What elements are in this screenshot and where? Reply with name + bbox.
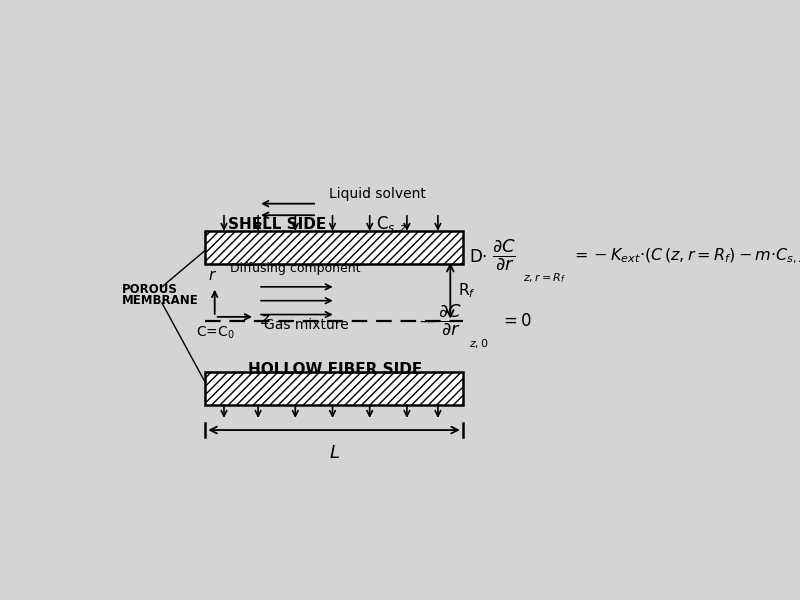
Text: $\dfrac{\partial C}{\partial r}$: $\dfrac{\partial C}{\partial r}$ [493, 237, 516, 272]
Text: D$\cdot$: D$\cdot$ [469, 248, 487, 266]
Bar [206, 232, 462, 264]
Text: Gas mixture: Gas mixture [264, 318, 349, 332]
Text: $\dfrac{\partial C}{\partial r}$: $\dfrac{\partial C}{\partial r}$ [438, 302, 462, 337]
Text: C$_{s,z}$: C$_{s,z}$ [376, 214, 408, 235]
Text: L: L [329, 444, 339, 462]
Text: C=C$_0$: C=C$_0$ [196, 325, 234, 341]
Bar [206, 372, 462, 404]
Text: Diffusing component: Diffusing component [230, 262, 361, 275]
Text: MEMBRANE: MEMBRANE [122, 294, 198, 307]
Text: —: — [419, 314, 434, 329]
Text: R$_f$: R$_f$ [458, 281, 476, 300]
Text: $= -K_{ext}{\cdot}(C\,(z, r = R_f) - m{\cdot}C_{s,z})$: $= -K_{ext}{\cdot}(C\,(z, r = R_f) - m{\… [571, 247, 800, 266]
Text: SHELL SIDE: SHELL SIDE [227, 217, 326, 232]
Text: z: z [260, 311, 268, 326]
Text: POROUS: POROUS [122, 283, 178, 296]
Text: Liquid solvent: Liquid solvent [330, 187, 426, 202]
Text: $z,r{=}R_f$: $z,r{=}R_f$ [523, 272, 566, 286]
Text: r: r [209, 268, 214, 283]
Text: HOLLOW FIBER SIDE: HOLLOW FIBER SIDE [249, 362, 422, 377]
Text: $= 0$: $= 0$ [500, 313, 532, 331]
Text: $z,0$: $z,0$ [469, 337, 489, 350]
